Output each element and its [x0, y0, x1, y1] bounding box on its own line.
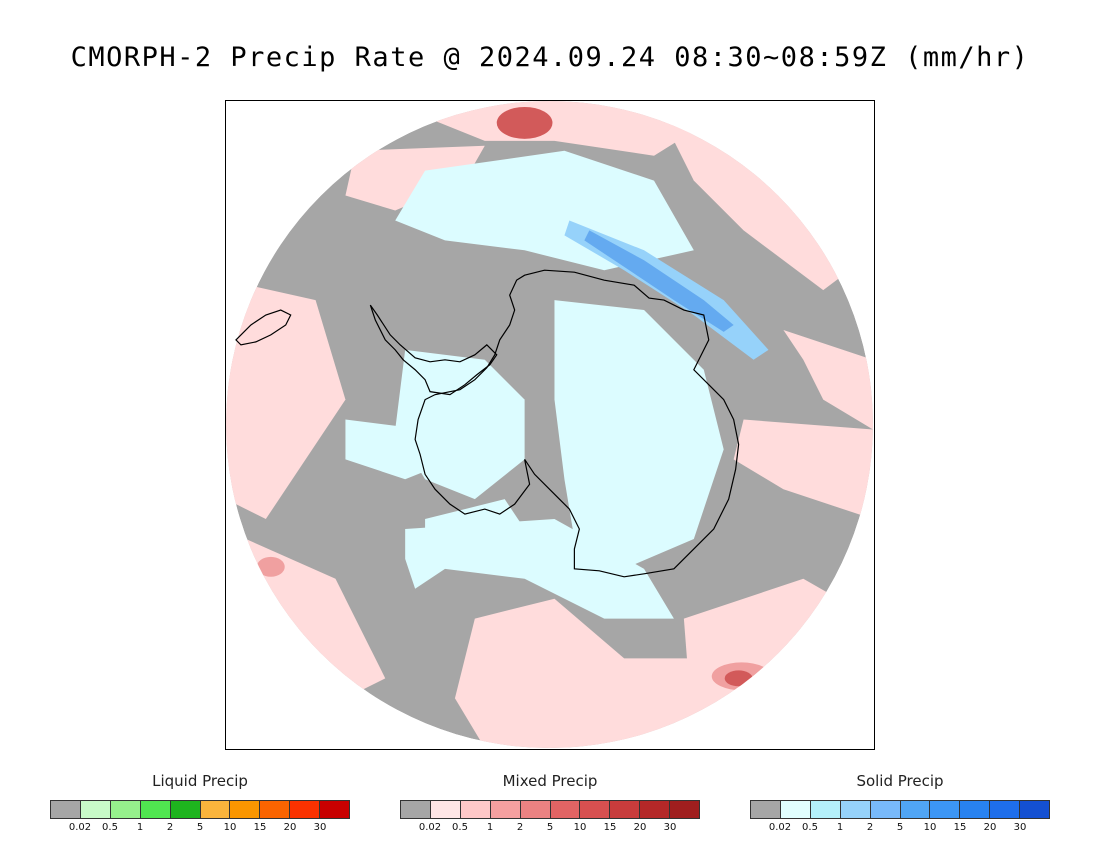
legend-swatch [870, 801, 901, 818]
legend-swatches [750, 800, 1050, 819]
legend-tick-label: 5 [546, 822, 554, 833]
legend-tick-label: 1 [136, 822, 144, 833]
legend-swatch [200, 801, 231, 818]
legend-tick-label: 15 [953, 822, 967, 833]
legend-tick-label: 20 [283, 822, 297, 833]
legend-swatch [640, 801, 671, 818]
legend-ticks: 0.02 0.5 1 2 5 10 15 20 30 [400, 819, 700, 835]
legend-tick-label: 30 [1013, 822, 1027, 833]
legend-tick-label: 30 [663, 822, 677, 833]
legend-swatch [460, 801, 491, 818]
legend-swatch [401, 801, 431, 818]
legend-swatch [930, 801, 961, 818]
legend-swatch [810, 801, 841, 818]
legend-swatch [260, 801, 291, 818]
legend-tick-label: 15 [253, 822, 267, 833]
legend-swatch [610, 801, 641, 818]
mixed-precip-core-north [496, 106, 553, 139]
legend-swatch [751, 801, 781, 818]
legend-swatch [430, 801, 461, 818]
legend-tick-label: 30 [313, 822, 327, 833]
legend-swatch [670, 801, 700, 818]
solid-precip-band-northeast-inner [584, 230, 734, 332]
legend-title: Solid Precip [856, 772, 944, 790]
chart-title: CMORPH-2 Precip Rate @ 2024.09.24 08:30~… [70, 42, 1030, 73]
legend-swatch [140, 801, 171, 818]
legend-tick-label: 2 [516, 822, 524, 833]
legend-swatch [900, 801, 931, 818]
legend-swatch [110, 801, 141, 818]
legend-swatch [51, 801, 81, 818]
mixed-precip-core-southeast-inner [724, 670, 753, 687]
legend-title: Liquid Precip [152, 772, 248, 790]
south-america-coastline [235, 309, 292, 346]
legend-swatch [960, 801, 991, 818]
legend-swatch [230, 801, 261, 818]
legend-swatch [1020, 801, 1050, 818]
legend-ticks: 0.02 0.5 1 2 5 10 15 20 30 [750, 819, 1050, 835]
no-precip-background [226, 101, 873, 748]
legend-ticks: 0.02 0.5 1 2 5 10 15 20 30 [50, 819, 350, 835]
legend-tick-label: 10 [223, 822, 237, 833]
legend-swatch [490, 801, 521, 818]
legend-swatches [50, 800, 350, 819]
legend-tick-label: 1 [486, 822, 494, 833]
legend-swatch [290, 801, 321, 818]
legend-tick-label: 5 [896, 822, 904, 833]
legend-swatches [400, 800, 700, 819]
mixed-precip-region-south [454, 598, 625, 748]
mixed-precip-region-south-band [584, 658, 694, 748]
legend-title: Mixed Precip [502, 772, 598, 790]
polar-map-canvas [226, 101, 873, 748]
mixed-precip-region-west [226, 280, 346, 520]
legend-mixed-precip: Mixed Precip 0.02 0.5 1 2 5 10 15 20 30 [400, 772, 700, 835]
legend-swatch [550, 801, 581, 818]
legend-swatch [580, 801, 611, 818]
legend-tick-label: 0.02 [68, 822, 92, 833]
legend-tick-label: 0.5 [452, 822, 468, 833]
solid-precip-region-continent-east [554, 300, 724, 569]
solid-precip-region-west-band [345, 419, 455, 480]
legend-tick-label: 10 [573, 822, 587, 833]
legend-swatch [780, 801, 811, 818]
mixed-precip-region-east-lower [733, 419, 873, 520]
mixed-precip-region-northwest [345, 145, 485, 211]
solid-precip-region-southwest [425, 499, 525, 549]
legend-tick-label: 5 [196, 822, 204, 833]
legend-tick-label: 0.02 [768, 822, 792, 833]
legend-tick-label: 15 [603, 822, 617, 833]
mixed-precip-core-southwest [256, 556, 285, 577]
legend-tick-label: 20 [983, 822, 997, 833]
antarctica-coastline [414, 269, 740, 578]
legend-tick-label: 0.5 [102, 822, 118, 833]
legend-swatch [170, 801, 201, 818]
legend-swatch [80, 801, 111, 818]
solid-precip-region-north-band [395, 150, 694, 271]
legend-tick-label: 10 [923, 822, 937, 833]
legend-tick-label: 0.5 [802, 822, 818, 833]
legend-tick-label: 1 [836, 822, 844, 833]
legend-solid-precip: Solid Precip 0.02 0.5 1 2 5 10 15 20 30 [750, 772, 1050, 835]
mixed-precip-region-east [783, 329, 873, 430]
legend-liquid-precip: Liquid Precip 0.02 0.5 1 2 5 10 15 20 30 [50, 772, 350, 835]
legend-swatch [990, 801, 1021, 818]
legend-tick-label: 2 [166, 822, 174, 833]
polar-map [225, 100, 875, 750]
mixed-precip-region-north [435, 101, 694, 156]
legend-swatch [840, 801, 871, 818]
legend-tick-label: 20 [633, 822, 647, 833]
legend-swatch [520, 801, 551, 818]
legend-swatch [320, 801, 350, 818]
legend-tick-label: 2 [866, 822, 874, 833]
legend-tick-label: 0.02 [418, 822, 442, 833]
antarctic-peninsula-coastline [369, 304, 498, 396]
